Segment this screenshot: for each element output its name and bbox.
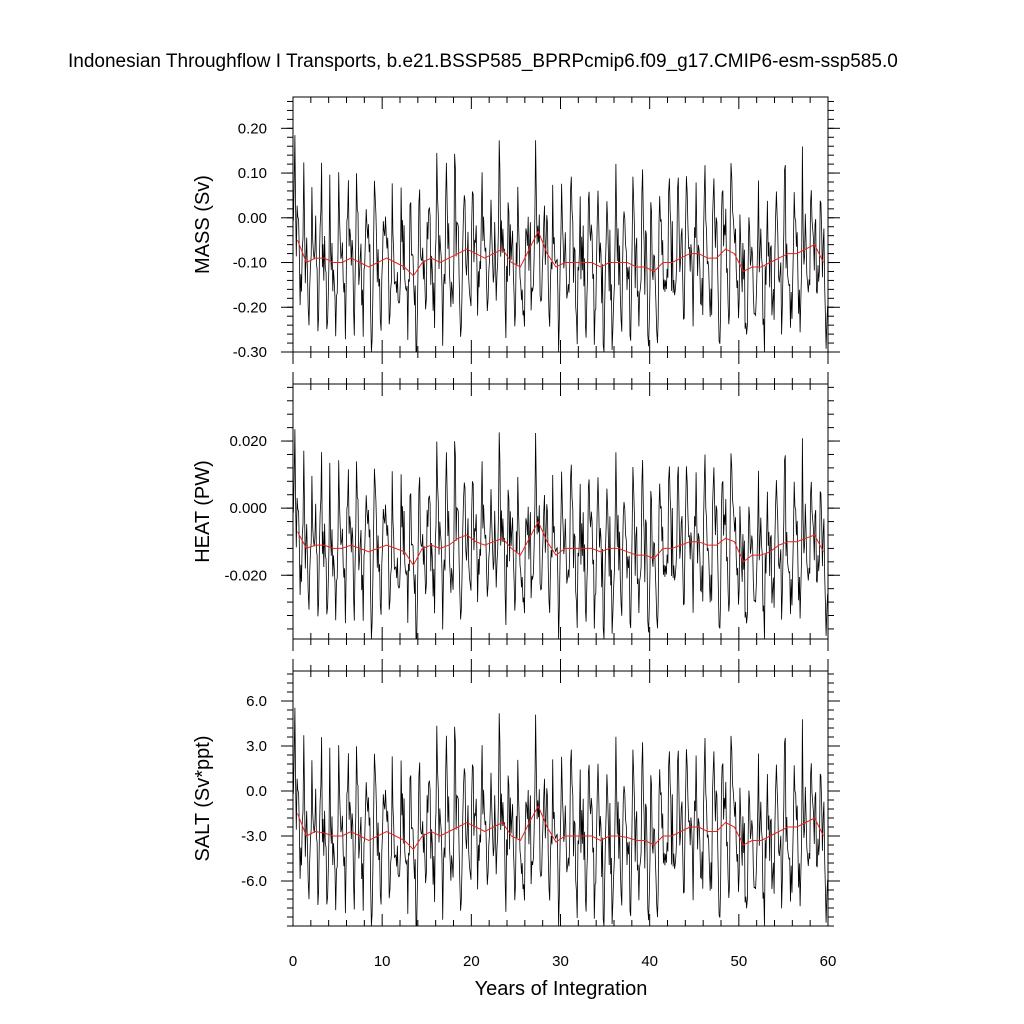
panel-0: -0.30 -0.20 -0.10 0.00 0.10 0.20 MASS (Sv) xyxy=(192,96,840,364)
y-tick-label: -0.20 xyxy=(233,299,267,316)
panel-1: -0.020 0.000 0.020 HEAT (PW) xyxy=(192,372,840,651)
y-axis-title: SALT (Sv*ppt) xyxy=(192,736,214,862)
y-tick-label: 0.0 xyxy=(246,783,267,800)
y-tick-label: -3.0 xyxy=(241,828,267,845)
y-tick-label: 6.0 xyxy=(246,693,267,710)
y-axis-title: MASS (Sv) xyxy=(192,175,214,274)
x-axis-title: Years of Integration xyxy=(475,978,648,1000)
y-tick-label: 3.0 xyxy=(246,738,267,755)
x-tick-label: 0 xyxy=(289,953,297,970)
y-tick-label: -0.020 xyxy=(224,567,267,584)
series-annual-mean-line xyxy=(297,520,824,567)
y-axis-title: HEAT (PW) xyxy=(192,460,214,563)
series-annual-mean-line xyxy=(297,804,824,851)
series-monthly-line xyxy=(293,707,828,927)
series-annual-mean-line xyxy=(297,229,824,277)
y-tick-label: 0.000 xyxy=(229,500,267,517)
y-tick-label: -0.10 xyxy=(233,255,267,272)
y-tick-label: 0.10 xyxy=(238,165,267,182)
series-monthly-line xyxy=(293,429,828,640)
series-monthly-line xyxy=(293,135,828,353)
x-tick-label: 40 xyxy=(641,953,658,970)
x-tick-label: 30 xyxy=(552,953,569,970)
x-tick-label: 10 xyxy=(374,953,391,970)
x-tick-label: 20 xyxy=(463,953,480,970)
panel-2: -6.0 -3.0 0.0 3.0 6.0 SALT (Sv*ppt) 0 10 20 30 40 5… xyxy=(192,659,840,970)
x-tick-label: 50 xyxy=(730,953,747,970)
chart-title: Indonesian Throughflow I Transports, b.e… xyxy=(68,51,898,72)
y-tick-label: -0.30 xyxy=(233,344,267,361)
x-tick-label: 60 xyxy=(820,953,837,970)
y-tick-label: 0.00 xyxy=(238,210,267,227)
y-tick-label: 0.20 xyxy=(238,120,267,137)
y-tick-label: 0.020 xyxy=(229,433,267,450)
y-tick-label: -6.0 xyxy=(241,873,267,890)
